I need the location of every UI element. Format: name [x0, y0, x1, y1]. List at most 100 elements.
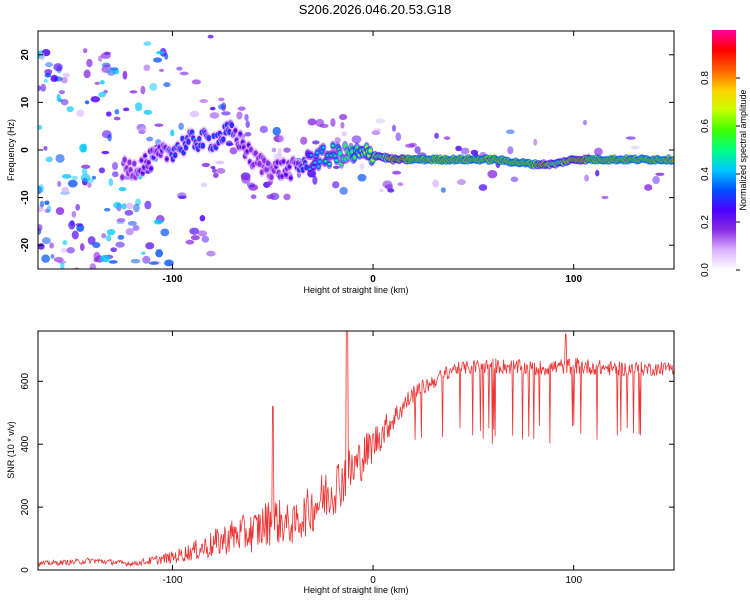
heatmap-cell — [233, 129, 238, 132]
heatmap-cell — [60, 262, 65, 269]
heatmap-cell — [319, 123, 329, 128]
y-tick-label: 0 — [20, 567, 31, 573]
heatmap-cell — [123, 158, 127, 161]
heatmap-cell — [189, 227, 200, 235]
heatmap-cell — [100, 254, 111, 263]
heatmap-cell — [455, 145, 462, 152]
heatmap-cell — [145, 242, 155, 250]
heatmap-cell — [44, 68, 53, 75]
heatmap-cell — [144, 270, 153, 274]
heatmap-cell — [50, 74, 58, 83]
heatmap-cell — [244, 132, 252, 137]
heatmap-cell — [121, 203, 127, 210]
heatmap-cell — [201, 162, 211, 168]
heatmap-cell — [106, 234, 112, 242]
heatmap-cell — [113, 116, 121, 121]
heatmap-cell — [352, 155, 357, 159]
heatmap-cell — [307, 118, 317, 126]
heatmap-cell — [217, 104, 226, 110]
y-tick-label: 200 — [20, 498, 31, 515]
heatmap-cell — [199, 99, 209, 104]
heatmap-cell — [584, 174, 589, 182]
heatmap-cell — [246, 182, 256, 188]
heatmap-cell — [38, 124, 43, 130]
heatmap-cell — [114, 109, 120, 115]
heatmap-cell — [87, 182, 92, 188]
heatmap-cell — [397, 182, 404, 187]
heatmap-cell — [189, 110, 200, 118]
heatmap-cell — [40, 52, 45, 61]
heatmap-cell — [38, 184, 45, 193]
heatmap-cell — [135, 198, 142, 206]
heatmap-cell — [593, 147, 603, 156]
heatmap-cell — [236, 111, 243, 120]
heatmap-cell — [132, 203, 140, 213]
heatmap-cell — [250, 194, 257, 200]
colorbar-label: Normalized spectral amplitude — [738, 89, 748, 210]
heatmap-cell — [334, 137, 341, 144]
heatmap-cell — [143, 154, 147, 158]
heatmap-cell — [110, 67, 119, 71]
heatmap-cell — [625, 136, 636, 140]
heatmap-cell — [507, 146, 514, 155]
heatmap-cell — [89, 263, 97, 269]
heatmap-cell — [41, 254, 50, 263]
heatmap-cell — [60, 77, 68, 84]
heatmap-cell — [331, 144, 335, 147]
heatmap-cell — [216, 167, 226, 174]
heatmap-cell — [76, 109, 85, 117]
y-tick-label: 10 — [20, 96, 31, 108]
heatmap-cell — [67, 179, 78, 188]
x-tick-label: 0 — [370, 575, 376, 586]
heatmap-cell — [143, 109, 153, 115]
heatmap-cell — [143, 64, 151, 72]
heatmap-cell — [98, 167, 106, 174]
heatmap-cell — [248, 184, 259, 191]
heatmap-cell — [100, 52, 111, 59]
heatmap-cell — [106, 228, 116, 236]
heatmap-cell — [630, 145, 640, 150]
heatmap-cell — [201, 235, 210, 243]
heatmap-cell — [74, 273, 80, 276]
heatmap-cell — [90, 96, 101, 103]
heatmap-cell — [191, 79, 202, 85]
heatmap-cell — [671, 158, 674, 162]
colorbar-tick-label: 0.4 — [700, 167, 711, 181]
heatmap-cell — [129, 90, 138, 94]
heatmap-cell — [127, 220, 137, 226]
heatmap-cell — [440, 187, 446, 193]
heatmap-cell — [87, 236, 96, 245]
colorbar-tick-label: 0.6 — [700, 119, 711, 133]
heatmap-cell — [265, 168, 269, 171]
heatmap-cell — [124, 209, 134, 216]
heatmap-cell — [245, 120, 250, 129]
heatmap-cell — [71, 230, 79, 240]
heatmap-cell — [43, 145, 48, 151]
heatmap-cell — [55, 154, 65, 163]
heatmap-cell — [160, 228, 170, 237]
snr-ylabel: SNR (10 * v/v) — [6, 421, 16, 479]
x-tick-label: 0 — [370, 274, 376, 285]
heatmap-cell — [601, 195, 609, 200]
heatmap-cell — [300, 136, 308, 145]
heatmap-cell — [38, 224, 43, 232]
heatmap-cell — [229, 147, 238, 155]
heatmap-cell — [238, 132, 242, 136]
heatmap-cell — [209, 106, 216, 111]
heatmap-cell — [105, 111, 112, 117]
heatmap-cell — [68, 220, 76, 230]
heatmap-cell — [61, 186, 70, 196]
heatmap-cell — [221, 111, 231, 116]
heatmap-cell — [644, 184, 653, 191]
heatmap-cell — [478, 184, 488, 191]
heatmap-cell — [343, 144, 347, 148]
heatmap-cell — [301, 168, 305, 172]
heatmap-cell — [45, 156, 54, 163]
heatmap-cell — [120, 175, 124, 179]
heatmap-cell — [257, 162, 262, 166]
heatmap-cell — [147, 161, 151, 164]
heatmap-cell — [62, 240, 68, 246]
heatmap-cell — [318, 160, 322, 163]
snr-panel: -100 0 100 0 200 400 600 Height of straight li… — [6, 330, 675, 595]
